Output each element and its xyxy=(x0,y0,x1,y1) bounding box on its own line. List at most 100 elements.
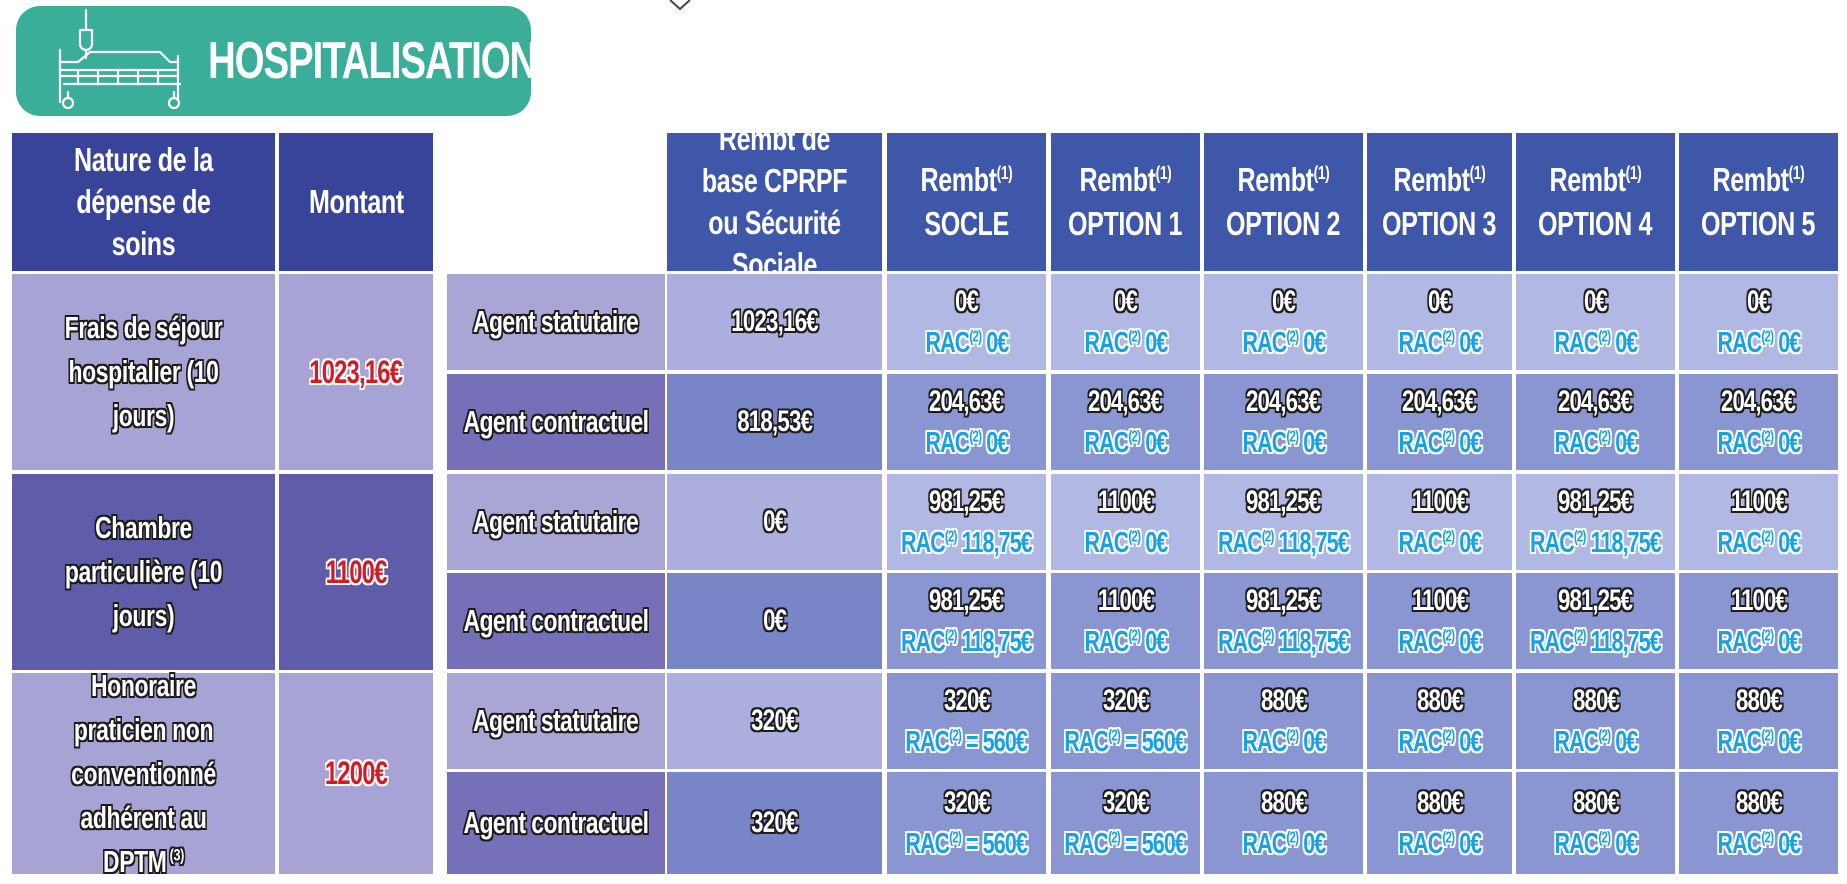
rembt-amount: 1100€ xyxy=(1730,485,1787,518)
footnote-ref: (2) xyxy=(1573,528,1587,546)
rembt-cell: 204,63€ RAC(2) 0€ xyxy=(1204,374,1363,470)
rac-value: 0€ xyxy=(1297,828,1326,860)
rac-label: RAC xyxy=(1717,626,1762,658)
base-wrap: 0€ xyxy=(762,505,787,539)
montant-cell: 1100€ xyxy=(279,474,433,670)
base-wrap: 1023,16€ xyxy=(731,305,818,339)
rac-value: 0€ xyxy=(1453,626,1482,658)
rembt-cell: 880€ RAC(2) 0€ xyxy=(1204,673,1363,769)
rembt-amount: 880€ xyxy=(1572,786,1620,819)
rembt-cell: 0€ RAC(2) 0€ xyxy=(1516,274,1675,370)
footnote-ref: (2) xyxy=(1441,627,1455,645)
rembt-cell: 320€ RAC(2) = 560€ xyxy=(887,673,1046,769)
footnote-ref: (1) xyxy=(1155,163,1172,183)
footnote-ref: (2) xyxy=(1760,328,1774,346)
footnote-ref: (2) xyxy=(1573,627,1587,645)
rac-value: 0€ xyxy=(1139,626,1168,658)
base-value: 320€ xyxy=(751,704,798,737)
rac-label: RAC xyxy=(1084,427,1129,459)
rembt-cell: 880€ RAC(2) 0€ xyxy=(1367,772,1512,874)
rac-line: RAC(2) 0€ xyxy=(1242,722,1326,762)
rembt-amount: 0€ xyxy=(1747,285,1771,318)
rembt-amount: 0€ xyxy=(1428,285,1452,318)
rembt-cell: 880€ RAC(2) 0€ xyxy=(1367,673,1512,769)
rac-label: RAC xyxy=(1554,427,1599,459)
rac-label: RAC xyxy=(1554,327,1599,359)
footnote-ref: (2) xyxy=(1285,328,1299,346)
amount-line: 0€ xyxy=(1428,281,1452,323)
footnote-ref: (2) xyxy=(1597,727,1611,745)
rac-value: = 560€ xyxy=(1120,828,1187,860)
footnote-ref: (2) xyxy=(944,627,958,645)
rac-value: 0€ xyxy=(1453,828,1482,860)
base-wrap: 320€ xyxy=(751,704,798,738)
rembt-text: Rembt xyxy=(1549,161,1627,198)
rembt-text: Rembt xyxy=(1712,161,1790,198)
amount-line: 1100€ xyxy=(1411,481,1468,523)
amount-line: 880€ xyxy=(1572,782,1620,824)
footnote-ref: (2) xyxy=(1441,829,1455,847)
base-cell: 320€ xyxy=(667,772,882,874)
header-option: Rembt(1) OPTION 2 xyxy=(1204,133,1363,271)
rac-value: 0€ xyxy=(1453,726,1482,758)
rac-line: RAC(2) 0€ xyxy=(1398,722,1482,762)
rac-line: RAC(2) 0€ xyxy=(1084,323,1168,363)
rac-line: RAC(2) 0€ xyxy=(1398,323,1482,363)
rac-label: RAC xyxy=(1084,626,1129,658)
rembt-cell: 981,25€ RAC(2) 118,75€ xyxy=(887,573,1046,669)
rac-line: RAC(2) 0€ xyxy=(1242,824,1326,864)
base-value: 1023,16€ xyxy=(731,305,818,338)
rembt-amount: 204,63€ xyxy=(1402,385,1477,418)
amount-line: 204,63€ xyxy=(1721,381,1796,423)
rembt-cell: 880€ RAC(2) 0€ xyxy=(1516,772,1675,874)
rac-label: RAC xyxy=(1398,726,1443,758)
rac-label: RAC xyxy=(1530,527,1575,559)
rac-value: 0€ xyxy=(1772,327,1801,359)
rac-value: 118,75€ xyxy=(1273,626,1350,658)
base-cell: 0€ xyxy=(667,573,882,669)
rembt-cell: 0€ RAC(2) 0€ xyxy=(1051,274,1200,370)
agent-cell: Agent statutaire xyxy=(447,673,665,769)
agent-label: Agent contractuel xyxy=(463,805,650,840)
rembt-cell: 320€ RAC(2) = 560€ xyxy=(887,772,1046,874)
rembt-cell: 204,63€ RAC(2) 0€ xyxy=(1051,374,1200,470)
rac-value: = 560€ xyxy=(961,726,1028,758)
rac-label: RAC xyxy=(1084,327,1129,359)
rac-line: RAC(2) 0€ xyxy=(1398,523,1482,563)
rembt-cell: 204,63€ RAC(2) 0€ xyxy=(887,374,1046,470)
amount-line: 880€ xyxy=(1261,680,1308,722)
rac-line: RAC(2) 0€ xyxy=(1398,423,1482,463)
rac-label: RAC xyxy=(1398,828,1443,860)
rac-line: RAC(2) 118,75€ xyxy=(1530,622,1662,662)
rac-value: 118,75€ xyxy=(1585,626,1662,658)
base-cell: 818,53€ xyxy=(667,374,882,470)
rac-line: RAC(2) 0€ xyxy=(1554,824,1638,864)
rac-line: RAC(2) 0€ xyxy=(1398,824,1482,864)
rac-value: 0€ xyxy=(1297,726,1326,758)
rac-line: RAC(2) 0€ xyxy=(1717,824,1801,864)
rac-line: RAC(2) 0€ xyxy=(1084,622,1168,662)
rembt-amount: 0€ xyxy=(955,285,979,318)
rac-label: RAC xyxy=(1242,828,1287,860)
base-value: 0€ xyxy=(762,505,787,538)
agent-cell: Agent statutaire xyxy=(447,474,665,570)
rac-value: 0€ xyxy=(1453,327,1482,359)
header-option: Rembt(1) OPTION 1 xyxy=(1051,133,1200,271)
footnote-ref: (2) xyxy=(968,328,982,346)
rembt-cell: 0€ RAC(2) 0€ xyxy=(1679,274,1838,370)
hospital-bed-icon xyxy=(58,8,182,110)
rac-label: RAC xyxy=(925,427,970,459)
header-rembt-label: Rembt(1) xyxy=(1713,158,1805,202)
rembt-cell: 1100€ RAC(2) 0€ xyxy=(1051,474,1200,570)
rac-line: RAC(2) 118,75€ xyxy=(1530,523,1662,563)
rac-label: RAC xyxy=(1554,828,1599,860)
rac-value: 0€ xyxy=(1609,427,1638,459)
footnote-ref: (1) xyxy=(996,163,1013,183)
footnote-ref: (2) xyxy=(1285,727,1299,745)
rembt-cell: 981,25€ RAC(2) 118,75€ xyxy=(887,474,1046,570)
rac-line: RAC(2) 0€ xyxy=(1717,622,1801,662)
footnote-ref: (2) xyxy=(1127,528,1141,546)
header-option-label: OPTION 4 xyxy=(1538,205,1653,242)
rac-line: RAC(2) 0€ xyxy=(1242,423,1326,463)
amount-line: 880€ xyxy=(1417,680,1464,722)
